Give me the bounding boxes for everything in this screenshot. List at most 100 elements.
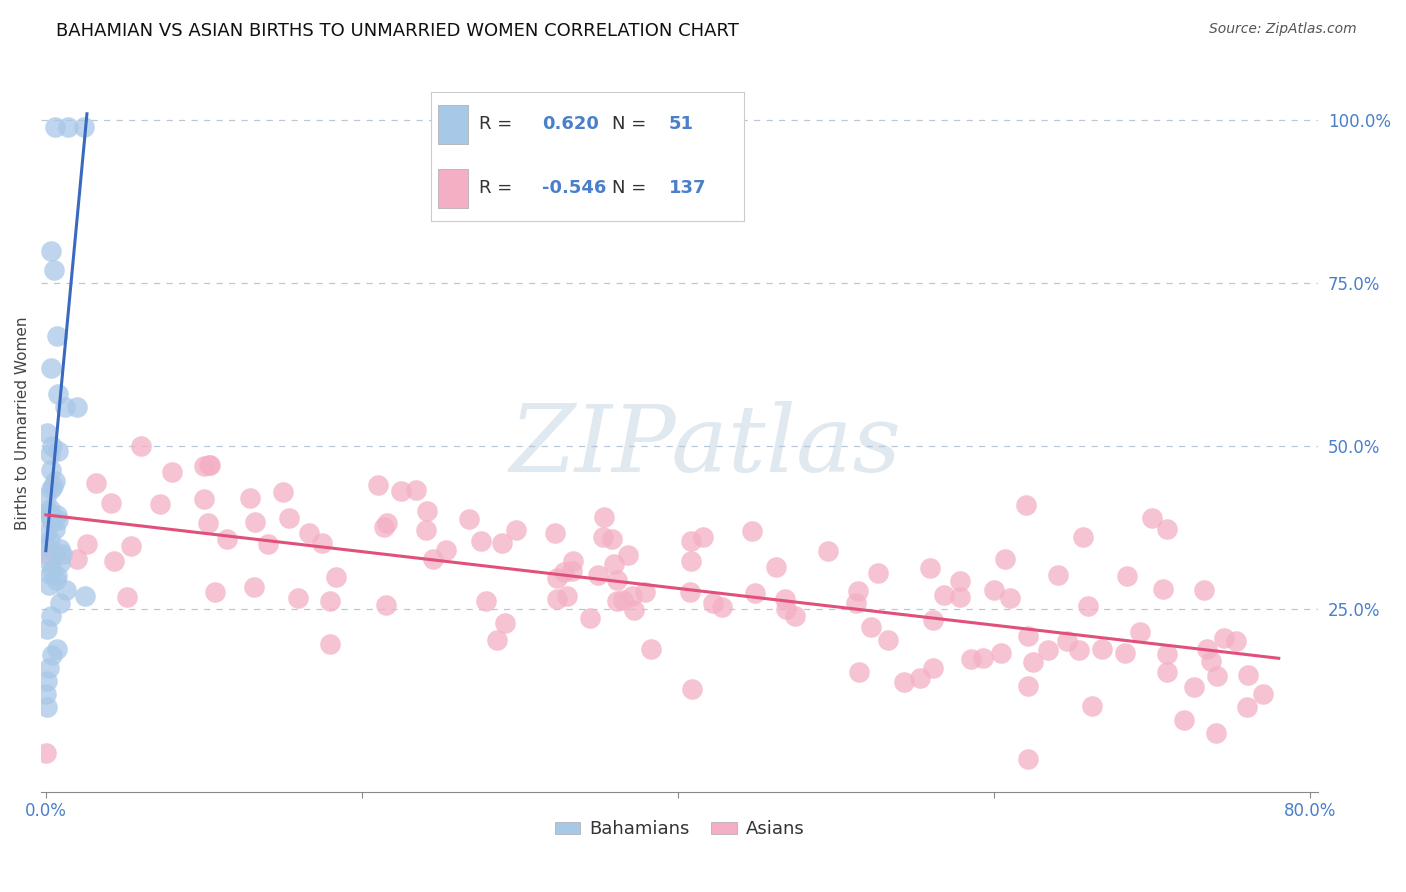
Point [198, 458, 221, 472]
Point [325, 570, 347, 584]
Point [475, 594, 498, 608]
Point [38, 533, 60, 547]
Text: ZIPatlas: ZIPatlas [509, 401, 901, 491]
Point [561, 565, 583, 579]
Point [243, 580, 266, 594]
Point [640, 641, 662, 656]
Point [41, 439, 63, 453]
Point [470, 534, 492, 549]
Point [100, 496, 122, 510]
Point [1173, 713, 1195, 727]
Point [37, 548, 59, 562]
Point [41, 563, 63, 577]
Point [505, 523, 527, 537]
Text: BAHAMIAN VS ASIAN BIRTHS TO UNMARRIED WOMEN CORRELATION CHART: BAHAMIAN VS ASIAN BIRTHS TO UNMARRIED WO… [56, 22, 740, 40]
Point [45, 641, 67, 656]
Point [65, 552, 87, 566]
Point [592, 530, 614, 544]
Point [37, 622, 59, 636]
Point [1056, 634, 1078, 648]
Point [39, 566, 62, 581]
Point [39, 502, 62, 516]
Point [120, 539, 142, 553]
Point [39, 361, 62, 376]
Point [45, 569, 67, 583]
Point [197, 516, 219, 531]
Point [494, 615, 516, 630]
Point [35, 746, 58, 760]
Legend: Bahamians, Asians: Bahamians, Asians [548, 814, 811, 846]
Point [243, 516, 266, 530]
Point [75, 590, 97, 604]
Point [1225, 634, 1247, 648]
Point [41, 516, 63, 530]
Point [193, 492, 215, 507]
Point [859, 620, 882, 634]
Point [845, 596, 868, 610]
Text: Source: ZipAtlas.com: Source: ZipAtlas.com [1209, 22, 1357, 37]
Point [848, 665, 870, 679]
Point [634, 585, 657, 599]
Point [434, 542, 457, 557]
Point [949, 574, 972, 589]
Point [39, 244, 62, 258]
Point [37, 700, 59, 714]
Point [1212, 631, 1234, 645]
Point [239, 491, 262, 505]
Point [876, 633, 898, 648]
Point [920, 561, 942, 575]
Point [198, 458, 221, 473]
Point [66, 401, 89, 415]
Point [1047, 568, 1070, 582]
Point [553, 566, 575, 580]
Point [373, 520, 395, 534]
Point [893, 674, 915, 689]
Point [1192, 582, 1215, 597]
Point [741, 524, 763, 538]
Point [129, 439, 152, 453]
Point [983, 582, 1005, 597]
Point [37, 540, 59, 554]
Point [73, 120, 96, 134]
Point [415, 523, 437, 537]
Point [485, 633, 508, 648]
Point [491, 536, 513, 550]
Point [623, 602, 645, 616]
Point [44, 120, 66, 134]
Point [1195, 642, 1218, 657]
Point [1071, 530, 1094, 544]
Point [765, 560, 787, 574]
Point [37, 674, 59, 689]
Point [42, 263, 65, 277]
Point [775, 602, 797, 616]
Point [960, 652, 983, 666]
Point [375, 599, 398, 613]
Point [775, 591, 797, 606]
Point [287, 591, 309, 605]
Point [44, 547, 66, 561]
Point [948, 590, 970, 604]
Point [53, 401, 76, 415]
Point [375, 516, 398, 530]
Point [319, 637, 342, 651]
Point [49, 596, 72, 610]
Point [1237, 668, 1260, 682]
Point [1114, 646, 1136, 660]
Point [56, 120, 79, 134]
Point [681, 534, 703, 549]
Point [1129, 624, 1152, 639]
Point [1036, 643, 1059, 657]
Point [51, 547, 73, 561]
Point [617, 548, 640, 562]
Point [39, 482, 62, 496]
Point [817, 543, 839, 558]
Point [39, 608, 62, 623]
Point [603, 558, 626, 572]
Point [1077, 599, 1099, 614]
Point [45, 328, 67, 343]
Point [35, 687, 58, 701]
Point [298, 525, 321, 540]
Point [193, 458, 215, 473]
Point [39, 463, 62, 477]
Point [415, 503, 437, 517]
